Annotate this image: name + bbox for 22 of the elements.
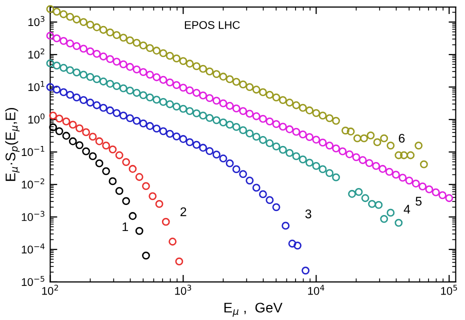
x-tick-label: 10$^{5}$ (441, 284, 457, 295)
y-axis-title: E$_{μ}$·S$_{p}$(E$_{μ}$,E) (5, 108, 20, 181)
series-label: 6 (398, 134, 405, 143)
series-label: 4 (404, 204, 410, 214)
y-tick-label: 10$^{1}$ (28, 81, 44, 92)
x-tick-label: 10$^{3}$ (175, 284, 192, 295)
y-tick-label: 10$^{−2}$ (22, 178, 44, 189)
y-tick-label: 10$^{2}$ (28, 48, 44, 59)
y-tick-label: 10$^{−1}$ (22, 146, 44, 156)
y-tick-label: 10$^{−3}$ (22, 210, 44, 222)
y-tick-label: 10$^{−4}$ (22, 243, 45, 254)
x-tick-label: 10$^{2}$ (42, 284, 58, 295)
y-tick-label: 10$^{3}$ (28, 16, 44, 26)
series-label: 3 (305, 209, 312, 218)
y-tick-label: 10$^{0}$ (28, 113, 44, 124)
y-tick-label: 10$^{−5}$ (22, 276, 44, 286)
text: EPOS LHC (184, 21, 240, 29)
x-axis-title: E$_{μ}$ , GeV (224, 302, 282, 317)
x-tick-label: 10$^{4}$ (308, 284, 324, 295)
series-label: 1 (122, 222, 128, 232)
series-label: 2 (180, 207, 186, 216)
series-label: 5 (416, 196, 422, 206)
